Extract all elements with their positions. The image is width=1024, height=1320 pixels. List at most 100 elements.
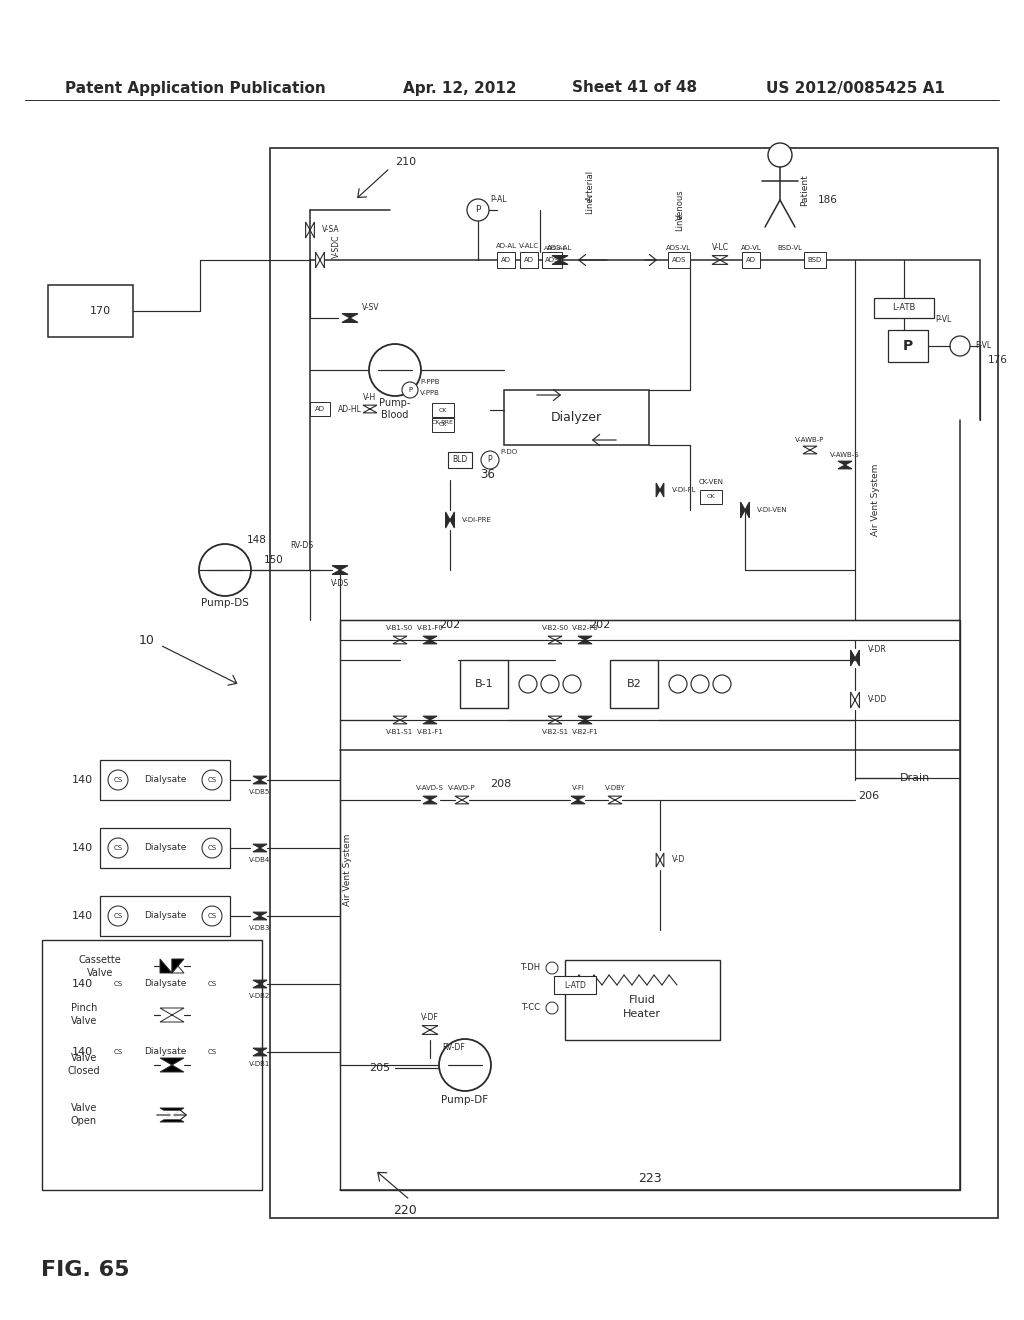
Circle shape [202, 906, 222, 927]
Text: Dialysate: Dialysate [143, 912, 186, 920]
Text: L-ATD: L-ATD [564, 981, 586, 990]
Circle shape [519, 675, 537, 693]
Text: P-DO: P-DO [500, 449, 517, 455]
Text: Line: Line [586, 197, 595, 214]
Polygon shape [423, 717, 437, 723]
Bar [700, 490, 722, 504]
Text: V-H: V-H [364, 393, 377, 403]
Text: Dialyzer: Dialyzer [551, 411, 602, 424]
Text: 170: 170 [90, 306, 112, 315]
Text: Apr. 12, 2012: Apr. 12, 2012 [403, 81, 517, 95]
Bar [432, 418, 454, 432]
Polygon shape [315, 252, 325, 268]
Text: CK: CK [438, 408, 447, 412]
Text: ADS: ADS [545, 257, 559, 263]
Polygon shape [552, 256, 568, 264]
Text: Air Vent System: Air Vent System [343, 834, 352, 907]
Text: CS: CS [208, 1049, 216, 1055]
Text: Line: Line [676, 214, 684, 231]
Text: 210: 210 [395, 157, 416, 168]
Polygon shape [578, 717, 592, 723]
Text: V-DB3: V-DB3 [249, 925, 270, 931]
Circle shape [402, 381, 418, 399]
Polygon shape [253, 912, 267, 920]
Text: Drain: Drain [900, 774, 930, 783]
Circle shape [108, 974, 128, 994]
Bar [432, 403, 454, 417]
Text: Valve: Valve [87, 968, 114, 978]
Text: V-B1-S1: V-B1-S1 [386, 729, 414, 735]
Text: V-B1-F0: V-B1-F0 [417, 624, 443, 631]
Text: AD-VL: AD-VL [740, 246, 762, 251]
Polygon shape [422, 1026, 438, 1035]
Text: V-B2-F1: V-B2-F1 [571, 729, 598, 735]
Text: Blood: Blood [381, 411, 409, 420]
Polygon shape [803, 446, 817, 454]
Text: B2: B2 [627, 678, 641, 689]
Text: CK-PRE: CK-PRE [432, 420, 454, 425]
Text: V-DR: V-DR [868, 645, 887, 655]
Bar [554, 975, 596, 994]
Text: Venous: Venous [676, 190, 684, 220]
Polygon shape [253, 1048, 267, 1056]
Text: BLD: BLD [453, 455, 468, 465]
Text: CS: CS [114, 1049, 123, 1055]
Text: US 2012/0085425 A1: US 2012/0085425 A1 [766, 81, 944, 95]
Polygon shape [172, 960, 184, 973]
Circle shape [202, 974, 222, 994]
Text: Patient: Patient [801, 174, 810, 206]
Polygon shape [342, 314, 358, 322]
Polygon shape [305, 222, 314, 238]
Text: Pump-DF: Pump-DF [441, 1096, 488, 1105]
Text: Fluid: Fluid [629, 995, 655, 1005]
Text: P: P [903, 339, 913, 352]
Text: V-LC: V-LC [712, 243, 728, 252]
Text: V-B1-F1: V-B1-F1 [417, 729, 443, 735]
Polygon shape [851, 649, 859, 667]
Circle shape [669, 675, 687, 693]
Polygon shape [548, 636, 562, 644]
Text: P: P [475, 206, 480, 214]
Text: 176: 176 [988, 355, 1008, 366]
Text: Heater: Heater [623, 1008, 662, 1019]
Text: V-B2-S1: V-B2-S1 [542, 729, 568, 735]
Text: ADS: ADS [672, 257, 686, 263]
Text: 223: 223 [638, 1172, 662, 1184]
Polygon shape [578, 636, 592, 644]
Circle shape [950, 337, 970, 356]
Text: P: P [408, 387, 412, 393]
Circle shape [369, 345, 421, 396]
Circle shape [439, 1039, 490, 1092]
Polygon shape [656, 853, 664, 867]
Bar [742, 252, 760, 268]
Text: 140: 140 [72, 979, 93, 989]
Circle shape [467, 199, 489, 220]
Circle shape [202, 770, 222, 789]
Text: V-B2-F0: V-B2-F0 [571, 624, 598, 631]
Polygon shape [160, 1008, 184, 1022]
Text: Air Vent System: Air Vent System [870, 463, 880, 536]
Polygon shape [838, 461, 852, 469]
Text: Pump-: Pump- [379, 399, 411, 408]
Bar [610, 660, 658, 708]
Polygon shape [160, 1059, 184, 1072]
Bar [460, 660, 508, 708]
Text: Valve: Valve [71, 1104, 97, 1113]
Text: 208: 208 [490, 779, 511, 789]
Text: CS: CS [114, 777, 123, 783]
Bar [270, 148, 998, 1218]
Bar [504, 389, 649, 445]
Text: Arterial: Arterial [586, 169, 595, 201]
Text: V-DF: V-DF [421, 1014, 439, 1023]
Bar [888, 330, 928, 362]
Circle shape [199, 544, 251, 597]
Text: CS: CS [114, 845, 123, 851]
Bar [497, 252, 515, 268]
Text: P-AL: P-AL [490, 195, 507, 205]
Text: AD-HL: AD-HL [338, 404, 361, 413]
Text: AD: AD [315, 407, 325, 412]
Bar [565, 960, 720, 1040]
Text: RV-DS: RV-DS [290, 540, 313, 549]
Text: Pump-DS: Pump-DS [201, 598, 249, 609]
Circle shape [713, 675, 731, 693]
